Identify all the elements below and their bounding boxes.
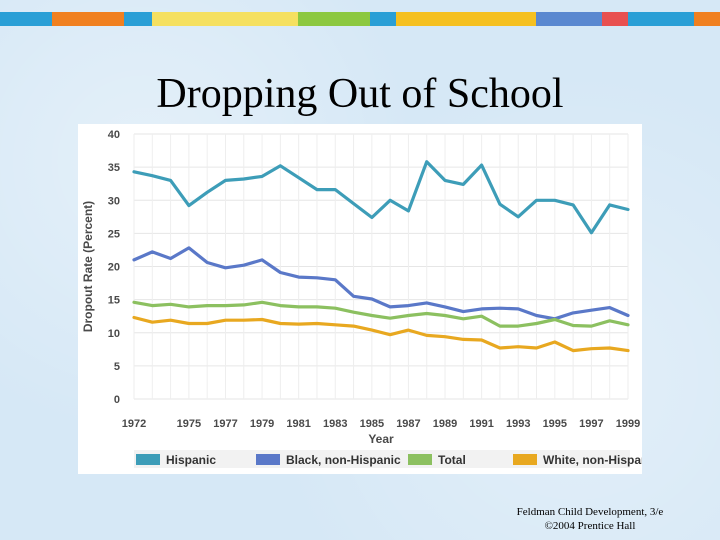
x-tick-label: 1993 — [506, 418, 530, 430]
legend-swatch — [256, 454, 280, 465]
footer-credit: Feldman Child Development, 3/e ©2004 Pre… — [480, 505, 700, 533]
strip-segment — [370, 12, 396, 26]
strip-segment — [536, 12, 602, 26]
x-tick-label: 1991 — [469, 418, 493, 430]
x-tick-label: 1979 — [250, 418, 274, 430]
x-tick-label: 1989 — [433, 418, 457, 430]
legend-swatch — [408, 454, 432, 465]
y-tick-label: 30 — [108, 195, 120, 207]
x-axis-title: Year — [368, 432, 394, 446]
y-tick-label: 25 — [108, 228, 120, 240]
strip-segment — [0, 12, 52, 26]
x-tick-label: 1985 — [360, 418, 384, 430]
strip-segment — [124, 12, 152, 26]
x-tick-label: 1995 — [543, 418, 567, 430]
x-tick-label: 1977 — [213, 418, 237, 430]
series-line-hispanic — [132, 160, 630, 235]
y-tick-label: 40 — [108, 129, 120, 141]
strip-segment — [628, 12, 694, 26]
decorative-color-strip — [0, 12, 720, 26]
slide-title: Dropping Out of School — [156, 71, 564, 117]
strip-segment — [694, 12, 720, 26]
series-line-white-non-hispanic — [132, 315, 630, 353]
legend-swatch — [513, 454, 537, 465]
legend-label: Black, non-Hispanic — [286, 453, 401, 467]
x-tick-label: 1981 — [286, 418, 310, 430]
x-tick-label: 1999 — [616, 418, 640, 430]
strip-segment — [298, 12, 370, 26]
chart-panel: 0 5 10 15 20 25 30 35 40 1972 1975 1977 1979 1981 1983… — [78, 124, 642, 474]
footer-line-2: ©2004 Prentice Hall — [544, 520, 636, 532]
strip-segment — [396, 12, 536, 26]
dropout-line-chart: 0 5 10 15 20 25 30 35 40 1972 1975 1977 1979 1981 1983… — [81, 129, 642, 468]
y-tick-label: 10 — [108, 328, 120, 340]
x-tick-label: 1983 — [323, 418, 347, 430]
y-tick-label: 20 — [108, 262, 120, 274]
x-tick-label: 1972 — [122, 418, 146, 430]
y-axis-title: Dropout Rate (Percent) — [81, 201, 95, 332]
legend-label: White, non-Hispanic — [543, 453, 642, 467]
strip-segment — [602, 12, 628, 26]
y-tick-label: 0 — [114, 394, 120, 406]
footer-line-1: Feldman Child Development, 3/e — [516, 506, 664, 518]
legend-label: Hispanic — [166, 453, 216, 467]
x-tick-label: 1997 — [579, 418, 603, 430]
x-tick-label: 1975 — [177, 418, 201, 430]
strip-segment — [152, 12, 298, 26]
series-line-total — [132, 300, 630, 328]
legend-label: Total — [438, 453, 466, 467]
y-tick-label: 5 — [114, 361, 120, 373]
legend-swatch — [136, 454, 160, 465]
y-tick-label: 35 — [108, 162, 120, 174]
x-tick-label: 1987 — [396, 418, 420, 430]
strip-segment — [52, 12, 124, 26]
series-line-black-non-hispanic — [132, 246, 630, 321]
y-tick-label: 15 — [108, 295, 120, 307]
